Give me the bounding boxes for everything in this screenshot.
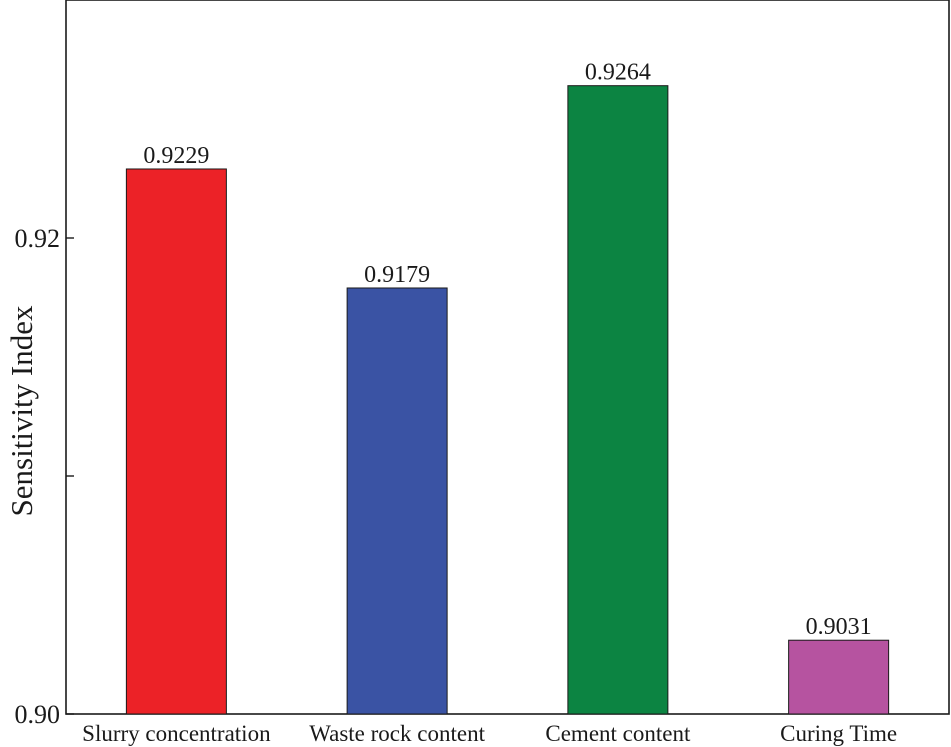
x-category-label: Waste rock content: [309, 721, 485, 746]
bars-group: [125, 85, 890, 715]
y-axis-ticks: 0.90 0.92: [15, 224, 74, 729]
x-category-label: Slurry concentration: [82, 721, 271, 746]
value-labels-group: 0.9229 0.9179 0.9264 0.9031: [143, 60, 871, 641]
bar-value-label: 0.9229: [143, 143, 209, 169]
bar: [788, 639, 890, 715]
category-labels-group: Slurry concentration Waste rock content Ce…: [82, 721, 897, 746]
x-category-label: Cement content: [545, 721, 691, 746]
bar: [346, 287, 448, 715]
bar: [567, 85, 669, 715]
y-axis-label: Sensitivity Index: [4, 305, 39, 516]
bar-value-label: 0.9264: [585, 60, 651, 86]
y-tick-label: 0.90: [15, 700, 61, 729]
x-category-label: Curing Time: [780, 721, 897, 746]
plot-area: [65, 0, 950, 715]
bar-value-label: 0.9031: [806, 614, 872, 640]
bar-value-label: 0.9179: [364, 262, 430, 288]
bar: [125, 168, 227, 715]
y-tick-label: 0.92: [15, 224, 61, 253]
